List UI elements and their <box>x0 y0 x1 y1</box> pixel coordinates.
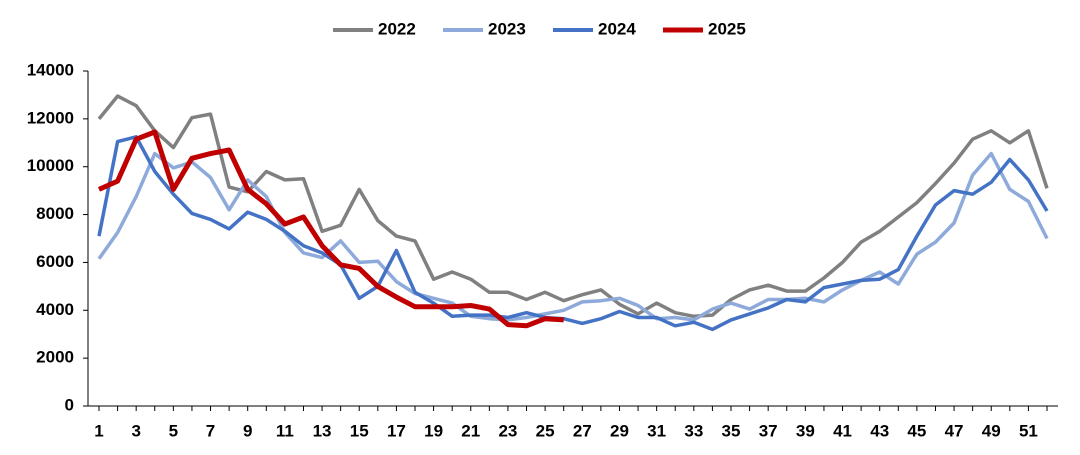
series-line <box>97 129 564 329</box>
y-tick-label: 10000 <box>27 156 74 175</box>
x-tick-label: 23 <box>498 421 517 440</box>
x-tick-label: 17 <box>387 421 406 440</box>
x-tick-label: 43 <box>870 421 889 440</box>
y-tick-label: 8000 <box>36 204 74 223</box>
x-tick-label: 7 <box>206 421 215 440</box>
series-line <box>97 151 1049 322</box>
x-tick-label: 11 <box>276 421 294 440</box>
x-tick-label: 37 <box>759 421 778 440</box>
x-tick-label: 25 <box>536 421 555 440</box>
x-tick-label: 15 <box>350 421 369 440</box>
y-tick-label: 14000 <box>27 60 74 79</box>
x-tick-label: 51 <box>1019 421 1038 440</box>
y-tick-label: 6000 <box>36 252 74 271</box>
x-tick-label: 21 <box>461 421 480 440</box>
x-tick-label: 5 <box>169 421 178 440</box>
x-tick-label: 31 <box>647 421 666 440</box>
legend-label: 2024 <box>598 19 636 38</box>
x-tick-label: 35 <box>722 421 741 440</box>
x-tick-label: 45 <box>907 421 926 440</box>
y-tick-label: 12000 <box>27 108 74 127</box>
x-tick-label: 33 <box>684 421 703 440</box>
x-tick-label: 39 <box>796 421 815 440</box>
x-tick-label: 29 <box>610 421 629 440</box>
legend-label: 2025 <box>708 19 746 38</box>
x-tick-label: 9 <box>243 421 252 440</box>
x-tick-label: 19 <box>424 421 443 440</box>
series-line <box>97 135 1049 332</box>
legend-label: 2022 <box>378 19 416 38</box>
series-line <box>97 94 1049 319</box>
x-tick-label: 13 <box>313 421 332 440</box>
y-tick-label: 0 <box>65 395 74 414</box>
x-tick-label: 27 <box>573 421 592 440</box>
y-tick-label: 2000 <box>36 348 74 367</box>
x-tick-label: 47 <box>945 421 964 440</box>
x-tick-label: 49 <box>982 421 1001 440</box>
y-tick-label: 4000 <box>36 300 74 319</box>
x-tick-label: 1 <box>94 421 103 440</box>
x-tick-label: 41 <box>833 421 852 440</box>
legend-label: 2023 <box>488 19 526 38</box>
x-tick-label: 3 <box>131 421 140 440</box>
